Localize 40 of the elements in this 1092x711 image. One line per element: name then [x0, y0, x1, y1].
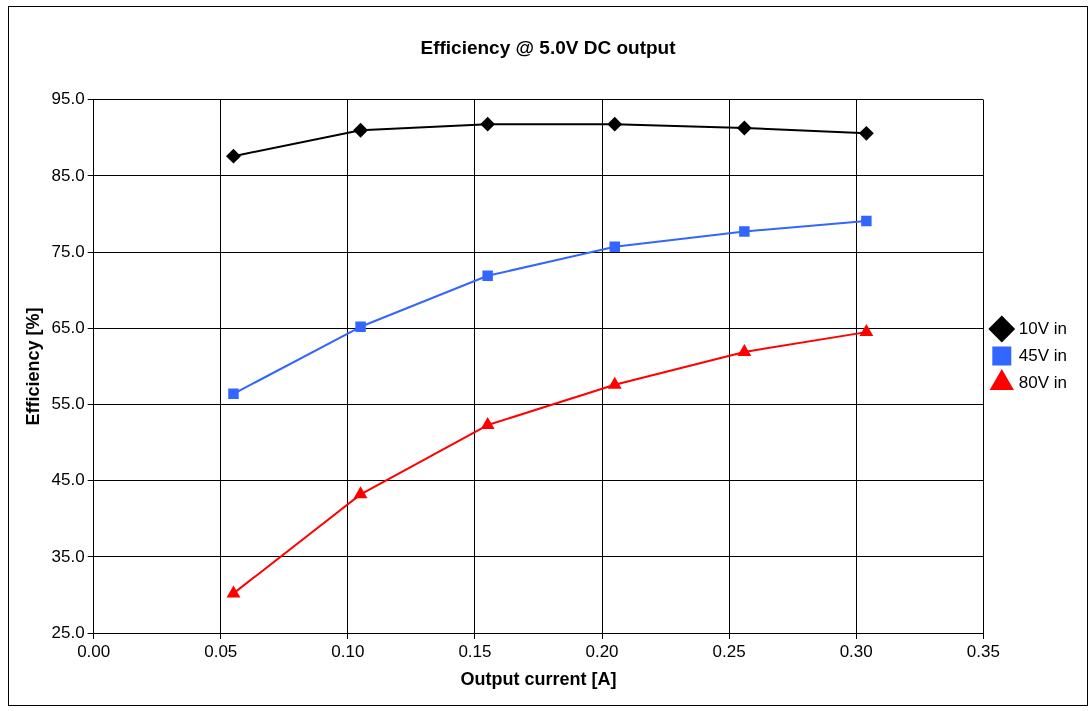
- point: [353, 123, 368, 138]
- y-tick-label: 75.0: [51, 241, 85, 261]
- x-tick-label: 0.00: [77, 641, 111, 661]
- y-tick-label: 55.0: [51, 394, 85, 414]
- x-tick-label: 0.20: [585, 641, 619, 661]
- y-axis-title: Efficiency [%]: [22, 307, 43, 426]
- point: [607, 117, 622, 132]
- point: [354, 487, 367, 499]
- x-tick-label: 0.15: [458, 641, 492, 661]
- point: [737, 120, 752, 135]
- y-tick-label: 95.0: [51, 89, 85, 109]
- y-tick-label: 45.0: [51, 470, 85, 490]
- y-tick-label: 25.0: [51, 622, 85, 642]
- point: [482, 270, 493, 281]
- chart-title: Efficiency @ 5.0V DC output: [420, 36, 677, 58]
- legend-label: 10V in: [1018, 318, 1067, 338]
- point: [739, 226, 750, 237]
- y-tick-label: 85.0: [51, 165, 85, 185]
- x-tick-label: 0.05: [204, 641, 238, 661]
- point: [860, 325, 873, 337]
- point: [861, 215, 872, 227]
- x-tick-label: 0.25: [712, 641, 746, 661]
- point: [227, 586, 240, 598]
- y-tick-label: 35.0: [51, 546, 85, 566]
- x-tick-label: 0.35: [966, 641, 1000, 661]
- point: [226, 149, 241, 164]
- point: [859, 126, 874, 141]
- point: [738, 344, 751, 356]
- point: [228, 388, 239, 400]
- point: [481, 418, 494, 430]
- x-tick-label: 0.30: [839, 641, 873, 661]
- point: [609, 241, 620, 253]
- point: [480, 117, 495, 132]
- x-tick-label: 0.10: [331, 641, 365, 661]
- x-axis-title: Output current [A]: [460, 669, 617, 690]
- point: [608, 377, 621, 389]
- legend-label: 80V in: [1018, 372, 1067, 392]
- point: [355, 321, 366, 333]
- legend-label: 45V in: [1018, 345, 1067, 365]
- y-tick-label: 65.0: [51, 318, 85, 337]
